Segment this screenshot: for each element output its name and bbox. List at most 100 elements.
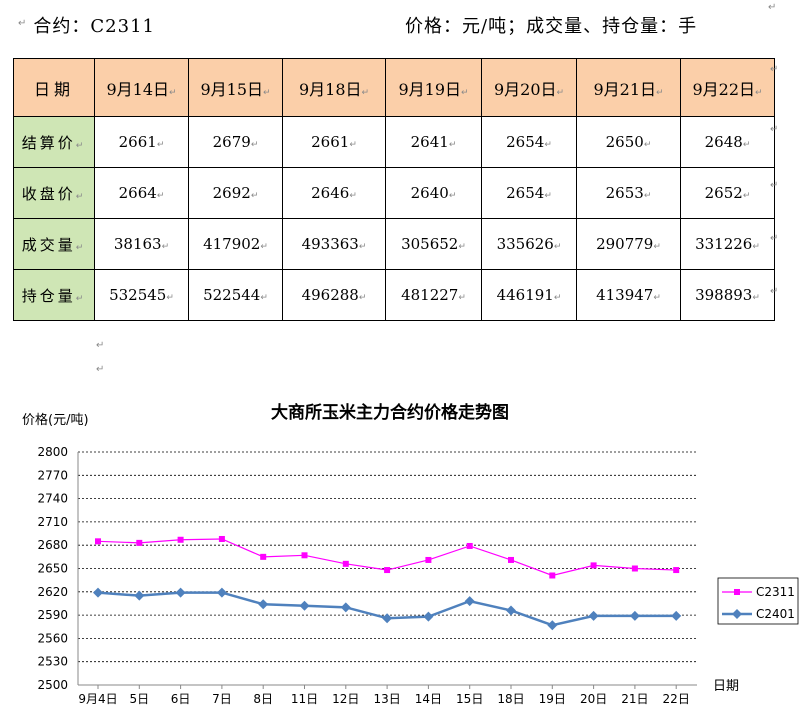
axes: 2500 2530 2560 2590 2620 2650 2680 2710 2740 2770… — [37, 445, 697, 706]
data-point-c2311 — [590, 562, 597, 569]
quotes-table: 日期 9月14日↵ 9月15日↵ 9月18日↵ 9月19日↵ 9月20日↵ 9月… — [13, 58, 775, 321]
data-point-c2401 — [340, 602, 351, 613]
data-point-c2401 — [588, 610, 599, 621]
y-tick-label: 2500 — [37, 678, 68, 692]
date-cell: 9月14日↵ — [94, 58, 189, 117]
legend-marker — [732, 609, 742, 619]
value-cell: 2641↵ — [385, 116, 482, 168]
x-tick-label: 21日 — [621, 692, 648, 706]
value-cell: 2692↵ — [188, 167, 283, 219]
y-tick-label: 2620 — [37, 585, 68, 599]
row-label-cell: 结算价↵ — [13, 116, 95, 168]
x-tick-label: 8日 — [253, 692, 273, 706]
legend: C2311 C2401 — [717, 577, 799, 625]
x-tick-label: 19日 — [539, 692, 566, 706]
table-row: 结算价↵ 2661↵ 2679↵ 2661↵ 2641↵ 2654↵ 2650↵… — [13, 116, 775, 168]
x-tick-label: 15日 — [456, 692, 483, 706]
legend-marker — [734, 589, 740, 595]
y-tick-label: 2770 — [37, 468, 68, 482]
data-point-c2401 — [382, 613, 393, 624]
y-tick-label: 2560 — [37, 631, 68, 645]
data-point-c2401 — [258, 599, 269, 610]
data-point-c2401 — [134, 590, 145, 601]
data-point-c2311 — [425, 556, 432, 563]
value-cell: 2653↵ — [576, 167, 681, 219]
paragraph-mark-icon: ↵ — [96, 340, 105, 351]
x-tick-label: 13日 — [373, 692, 400, 706]
contract-label: 合约：C2311 — [33, 16, 155, 37]
row-label-cell: 收盘价↵ — [13, 167, 95, 219]
data-point-c2401 — [423, 611, 434, 622]
data-point-c2401 — [299, 600, 310, 611]
data-point-c2311 — [95, 538, 101, 545]
value-cell: 2654↵ — [481, 167, 577, 219]
value-cell: 305652↵ — [385, 218, 482, 270]
y-tick-label: 2710 — [37, 515, 68, 529]
paragraph-mark-icon: ↵ — [18, 18, 28, 29]
paragraph-mark-icon: ↵ — [96, 364, 105, 375]
value-cell: 2654↵ — [481, 116, 577, 168]
paragraph-mark-icon: ↵ — [768, 2, 777, 13]
value-cell: 2661↵ — [282, 116, 386, 168]
data-point-c2311 — [260, 553, 267, 560]
row-label-cell: 持仓量↵ — [13, 269, 95, 321]
data-point-c2311 — [136, 539, 143, 546]
data-point-c2401 — [671, 610, 682, 621]
date-cell: 9月15日↵ — [188, 58, 283, 117]
paragraph-mark-icon: ↵ — [770, 64, 779, 75]
data-point-c2311 — [301, 552, 308, 559]
series-lines — [93, 535, 682, 631]
x-tick-label: 14日 — [415, 692, 442, 706]
paragraph-mark-icon: ↵ — [770, 124, 779, 135]
x-tick-label: 5日 — [129, 692, 149, 706]
data-point-c2311 — [508, 556, 514, 563]
date-header-cell: 日期 — [13, 58, 95, 117]
table-row: 成交量↵ 38163↵ 417902↵ 493363↵ 305652↵ 3356… — [13, 218, 775, 270]
x-tick-label: 22日 — [663, 692, 690, 706]
data-point-c2401 — [216, 587, 227, 598]
value-cell: 413947↵ — [576, 269, 681, 321]
row-label-cell: 成交量↵ — [13, 218, 95, 270]
data-point-c2311 — [177, 536, 184, 543]
data-point-c2311 — [342, 560, 349, 567]
data-point-c2311 — [384, 567, 391, 574]
value-cell: 2640↵ — [385, 167, 482, 219]
x-tick-label: 18日 — [497, 692, 524, 706]
data-point-c2311 — [631, 565, 638, 572]
contract-heading: ↵ 合约：C2311 — [18, 12, 155, 38]
data-point-c2401 — [464, 596, 475, 607]
value-cell: 2650↵ — [576, 116, 681, 168]
x-tick-label: 6日 — [171, 692, 191, 706]
x-tick-label: 7日 — [212, 692, 232, 706]
y-axis-label: 价格(元/吨) — [22, 412, 89, 428]
data-point-c2311 — [549, 572, 556, 579]
legend-label: C2401 — [756, 607, 795, 621]
x-tick-label: 20日 — [580, 692, 607, 706]
data-point-c2401 — [547, 620, 558, 631]
y-tick-label: 2800 — [37, 445, 68, 459]
value-cell: 481227↵ — [385, 269, 482, 321]
value-cell: 2648↵ — [680, 116, 775, 168]
legend-box — [717, 577, 799, 625]
value-cell: 522544↵ — [188, 269, 283, 321]
date-cell: 9月19日↵ — [385, 58, 482, 117]
value-cell: 335626↵ — [481, 218, 577, 270]
value-cell: 331226↵ — [680, 218, 775, 270]
legend-label: C2311 — [756, 585, 795, 599]
value-cell: 493363↵ — [282, 218, 386, 270]
data-point-c2311 — [466, 542, 473, 549]
value-cell: 290779↵ — [576, 218, 681, 270]
date-cell: 9月21日↵ — [576, 58, 681, 117]
data-point-c2401 — [93, 587, 103, 598]
value-cell: 496288↵ — [282, 269, 386, 321]
data-point-c2401 — [506, 605, 516, 616]
x-tick-label: 12日 — [332, 692, 359, 706]
paragraph-mark-icon: ↵ — [770, 286, 779, 297]
table-header-row: 日期 9月14日↵ 9月15日↵ 9月18日↵ 9月19日↵ 9月20日↵ 9月… — [13, 58, 775, 117]
date-cell: 9月20日↵ — [481, 58, 577, 117]
y-tick-label: 2680 — [37, 538, 68, 552]
x-tick-label: 9月4日 — [78, 692, 117, 706]
chart-title: 大商所玉米主力合约价格走势图 — [271, 402, 509, 423]
x-tick-label: 11日 — [291, 692, 318, 706]
table-row: 持仓量↵ 532545↵ 522544↵ 496288↵ 481227↵ 446… — [13, 269, 775, 321]
